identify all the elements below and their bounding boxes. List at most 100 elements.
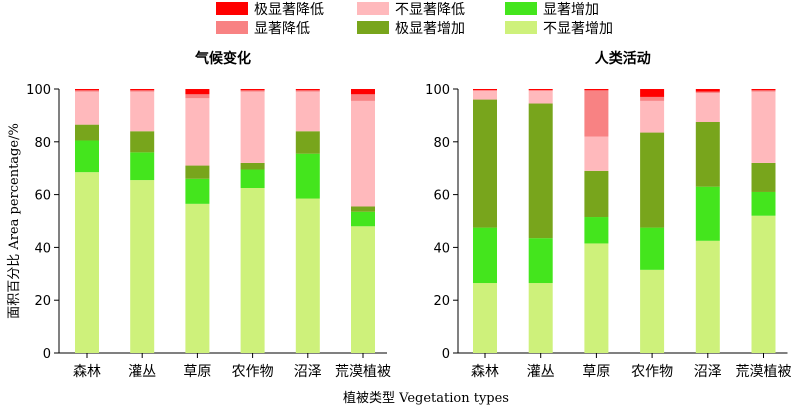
category-label: 灌丛	[527, 364, 555, 380]
bar-segment-insig_dec	[695, 92, 720, 122]
bar-segment-sig_inc_extreme	[584, 170, 609, 218]
y-tick-label: 0	[442, 347, 450, 362]
bar-segment-insig_inc	[351, 226, 375, 353]
bar-segment-sig_inc	[751, 191, 776, 216]
bar-segment-insig_dec	[528, 90, 553, 104]
legend-swatch-insig_inc	[505, 21, 537, 34]
bar-segment-sig_dec_extreme	[695, 89, 720, 92]
y-tick-label: 40	[34, 241, 51, 256]
bar-segment-sig_dec_extreme	[240, 89, 265, 91]
legend-label-sig_inc: 显著增加	[543, 2, 599, 18]
y-tick-label: 60	[34, 189, 51, 204]
bar-segment-sig_dec	[240, 90, 265, 92]
bar-segment-sig_inc_extreme	[75, 124, 99, 141]
bar-segment-sig_dec	[130, 90, 155, 92]
bar-segment-insig_dec	[584, 136, 609, 171]
bar-segment-sig_inc_extreme	[240, 162, 265, 170]
bar-segment-sig_inc_extreme	[351, 206, 375, 212]
chart-title: 人类活动	[595, 50, 651, 67]
bar-segment-insig_inc	[185, 203, 210, 353]
y-tick-label: 100	[26, 83, 51, 98]
bar-segment-sig_inc	[130, 152, 155, 181]
chart-panel-climate: 气候变化 0 20 40 60 80 100 森林 灌丛 草原 农作物 沼泽 荒漠植被	[26, 50, 391, 380]
category-label: 森林	[471, 364, 499, 380]
bar-segment-sig_inc_extreme	[130, 131, 155, 153]
category-label: 荒漠植被	[335, 364, 391, 380]
bar-segment-sig_dec_extreme	[473, 89, 497, 91]
y-tick-label: 40	[433, 241, 450, 256]
bar-segment-sig_dec	[751, 90, 776, 92]
bar-segment-insig_dec	[75, 91, 99, 125]
bar-segment-sig_inc	[473, 227, 497, 284]
bar-segment-sig_inc_extreme	[640, 132, 665, 228]
bar-segment-insig_dec	[185, 98, 210, 166]
category-label: 农作物	[232, 364, 274, 380]
bar-segment-sig_dec_extreme	[528, 89, 553, 91]
bar-segment-insig_inc	[473, 283, 497, 353]
category-label: 草原	[582, 364, 610, 380]
bar-segment-sig_dec_extreme	[751, 89, 776, 91]
y-tick-label: 20	[34, 294, 51, 309]
bar-segment-sig_dec	[695, 91, 720, 93]
legend-label-sig_dec_extreme: 极显著降低	[254, 2, 324, 18]
bar-segment-sig_dec	[584, 90, 609, 137]
bar-segment-sig_inc_extreme	[295, 131, 320, 154]
bar-segment-sig_inc	[528, 238, 553, 284]
bar-segment-sig_dec	[640, 96, 665, 101]
bar-segment-insig_inc	[240, 188, 265, 353]
bar-segment-sig_dec	[351, 94, 375, 101]
bar-segment-sig_inc	[240, 169, 265, 188]
x-axis-label: 植被类型 Vegetation types	[343, 391, 509, 406]
bar-segment-insig_dec	[473, 90, 497, 100]
bar-segment-insig_dec	[640, 100, 665, 133]
bar-segment-sig_dec_extreme	[351, 89, 375, 95]
bar-segment-sig_inc	[75, 140, 99, 173]
y-axis-label: 面积百分比 Area percentage/%	[7, 123, 22, 319]
y-tick-label: 100	[425, 83, 450, 98]
bar-segment-insig_inc	[695, 240, 720, 353]
bar-segment-sig_inc	[185, 178, 210, 204]
category-label: 森林	[73, 364, 101, 380]
bar-segment-insig_inc	[130, 180, 155, 353]
bar-segment-sig_dec_extreme	[584, 89, 609, 91]
legend-label-sig_inc_extreme: 极显著增加	[395, 21, 465, 37]
bar-segment-sig_dec_extreme	[295, 89, 320, 91]
bar-segment-sig_dec	[185, 94, 210, 99]
bar-segment-sig_inc_extreme	[751, 162, 776, 192]
legend-swatch-sig_inc	[505, 2, 537, 15]
bar-segment-sig_inc	[351, 211, 375, 227]
y-tick-label: 80	[433, 136, 450, 151]
bar-segment-sig_inc	[695, 186, 720, 241]
category-label: 草原	[183, 364, 211, 380]
y-tick-label: 20	[433, 294, 450, 309]
bar-segment-sig_dec	[75, 90, 99, 92]
bar-segment-insig_dec	[351, 100, 375, 207]
chart-panel-human: 人类活动 0 20 40 60 80 100 森林 灌丛 草原 农作物 沼泽 荒漠植被	[425, 50, 791, 380]
bar-segment-sig_dec_extreme	[640, 89, 665, 97]
legend-label-insig_dec: 不显著降低	[395, 2, 465, 18]
category-label: 荒漠植被	[736, 364, 792, 380]
legend-swatch-sig_inc_extreme	[357, 21, 389, 34]
bar-segment-sig_inc	[295, 153, 320, 199]
category-label: 沼泽	[694, 364, 722, 380]
y-tick-label: 80	[34, 136, 51, 151]
bar-segment-sig_inc	[640, 227, 665, 270]
bar-segment-insig_dec	[295, 91, 320, 132]
category-label: 灌丛	[128, 364, 156, 380]
legend-swatch-sig_dec	[216, 21, 248, 34]
bar-segment-sig_inc_extreme	[528, 103, 553, 239]
bar-segment-insig_dec	[751, 91, 776, 163]
bar-segment-insig_dec	[240, 91, 265, 163]
bar-segment-insig_inc	[295, 198, 320, 353]
bar-segment-sig_dec_extreme	[75, 89, 99, 91]
bar-segment-insig_inc	[640, 269, 665, 353]
category-label: 农作物	[631, 364, 673, 380]
bar-segment-sig_inc_extreme	[185, 165, 210, 179]
legend-label-sig_dec: 显著降低	[254, 21, 310, 37]
bar-segment-sig_inc_extreme	[473, 99, 497, 228]
chart-title: 气候变化	[194, 50, 251, 67]
bar-segment-sig_dec_extreme	[130, 89, 155, 91]
